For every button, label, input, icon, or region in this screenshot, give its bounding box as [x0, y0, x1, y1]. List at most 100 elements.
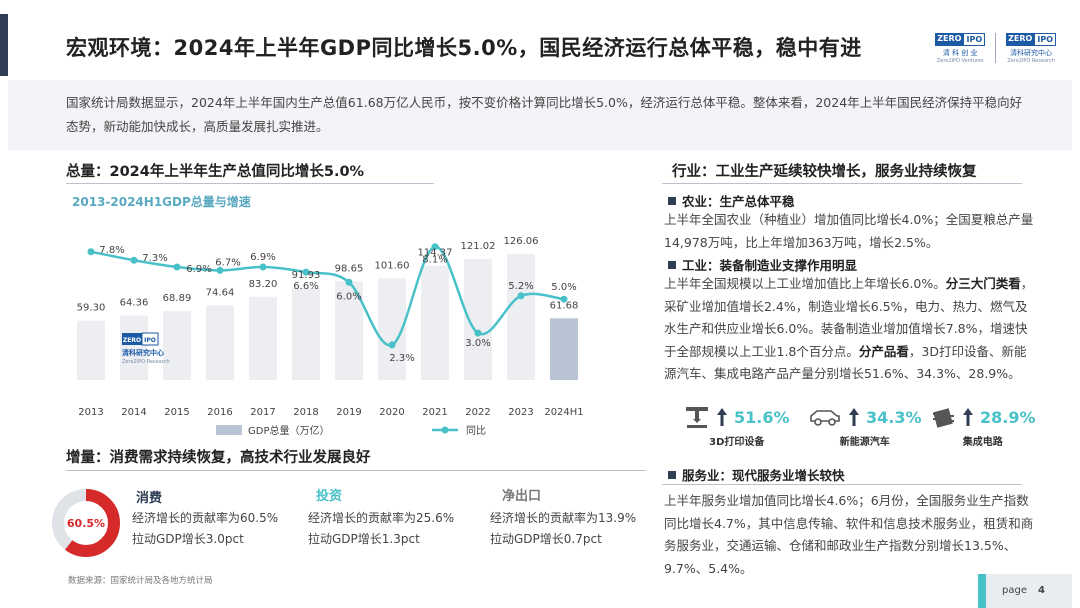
gdp-bar-label: 64.36 — [120, 298, 149, 309]
increment-heading-rule — [66, 470, 646, 471]
logo-mark-b: IPO — [963, 33, 986, 46]
card-line: 经济增长的贡献率为60.5% — [132, 511, 279, 525]
product-growth: 51.6% — [734, 407, 790, 427]
x-tick-label: 2014 — [121, 407, 146, 418]
gdp-bar-label: 91.93 — [292, 270, 321, 281]
chart-watermark-logo: ZERO IPO 清科研究中心 Zero2IPO Research — [122, 332, 170, 365]
legend-bar-swatch — [216, 425, 242, 435]
card-investment-text: 经济增长的贡献率为25.6% 拉动GDP增长1.3pct — [308, 508, 454, 550]
page-label: page — [1002, 585, 1027, 596]
increment-heading: 增量：消费需求持续恢复，高技术行业发展良好 — [66, 450, 371, 466]
gdp-bar-label: 68.89 — [163, 293, 192, 304]
growth-label: 7.8% — [99, 245, 124, 256]
gdp-bar-label: 59.30 — [77, 303, 106, 314]
logo-name: 清科研究中心 — [1010, 49, 1053, 57]
gdp-bar — [77, 320, 105, 380]
growth-point — [474, 329, 482, 337]
industry-text-3: ，3D打印设备、新能源汽车、集成电路产品产量分别增长51.6%、34.3%、28… — [664, 343, 1027, 382]
product-ic: 28.9% 集成电路 — [930, 405, 1036, 448]
x-tick-label: 2017 — [250, 407, 275, 418]
car-icon — [810, 410, 840, 426]
card-line: 经济增长的贡献率为13.9% — [490, 511, 637, 525]
arrow-up-icon — [849, 408, 859, 426]
gdp-bar-label: 114.37 — [418, 248, 453, 259]
watermark-sub: Zero2IPO Research — [122, 359, 170, 365]
x-tick-label: 2018 — [293, 407, 318, 418]
growth-point — [259, 263, 267, 271]
logo-ventures: ZERO IPO 清 科 创 业 Zero2IPO Ventures — [935, 33, 986, 64]
growth-point — [431, 243, 439, 251]
industry-heading: 行业：工业生产延续较快增长，服务业持续恢复 — [672, 164, 977, 180]
growth-point — [517, 292, 525, 300]
brand-logos: ZERO IPO 清 科 创 业 Zero2IPO Ventures ZERO … — [935, 33, 1056, 64]
summary-text: 国家统计局数据显示，2024年上半年国内生产总值61.68万亿人民币，按不变价格… — [66, 95, 1023, 134]
card-netexport-text: 经济增长的贡献率为13.9% 拉动GDP增长0.7pct — [490, 508, 636, 550]
chart-title: 2013-2024H1GDP总量与增速 — [72, 195, 251, 209]
chip-icon — [933, 408, 954, 428]
industry-text-2: ，采矿业增加值增长2.4%，制造业增长6.5%，电力、热力、燃气及水生产和供应业… — [664, 276, 1034, 359]
gdp-bar-label: 121.02 — [461, 241, 496, 252]
page-indicator — [978, 574, 1072, 608]
watermark-mark-a: ZERO — [123, 337, 141, 344]
gdp-bar — [120, 315, 148, 380]
growth-point — [302, 268, 310, 276]
product-growth: 28.9% — [980, 407, 1036, 427]
agri-text: 上半年全国农业（种植业）增加值同比增长4.0%；全国夏粮总产量14,978万吨，… — [664, 212, 1034, 250]
product-nev: 34.3% 新能源汽车 — [808, 405, 922, 448]
logo-sub: Zero2IPO Ventures — [936, 58, 984, 64]
legend-bar-label: GDP总量（万亿） — [248, 424, 329, 437]
gdp-bar-label: 61.68 — [550, 300, 579, 311]
page-number: 4 — [1038, 585, 1045, 596]
total-heading-rule — [66, 183, 434, 184]
gdp-bar — [292, 288, 320, 380]
watermark-name: 清科研究中心 — [122, 348, 164, 357]
card-netexport-title: 净出口 — [502, 489, 542, 504]
donut-label: 60.5% — [67, 517, 105, 530]
total-heading: 总量：2024年上半年生产总值同比增长5.0% — [66, 164, 365, 180]
consumption-donut: 60.5% — [52, 489, 120, 557]
industry-bold-1: 分三大门类看 — [945, 276, 1021, 291]
industry-heading-rule — [662, 183, 1022, 184]
product-3d-printer: 51.6% 3D打印设备 — [684, 405, 790, 448]
bullet-square — [668, 471, 676, 479]
card-line: 拉动GDP增长0.7pct — [490, 532, 602, 546]
legend-line-label: 同比 — [466, 425, 486, 437]
industry-title: 工业：装备制造业支撑作用明显 — [668, 255, 857, 274]
x-tick-label: 2019 — [336, 407, 361, 418]
gdp-bar-label: 126.06 — [504, 236, 539, 247]
page-accent — [978, 574, 986, 608]
agri-title-text: 农业：生产总体平稳 — [682, 194, 795, 209]
card-line: 经济增长的贡献率为25.6% — [308, 511, 455, 525]
card-consumption-text: 经济增长的贡献率为60.5% 拉动GDP增长3.0pct — [132, 508, 278, 550]
logo-name: 清 科 创 业 — [942, 49, 978, 57]
logo-mark: ZERO IPO — [935, 33, 986, 46]
growth-label: 2.3% — [389, 353, 414, 364]
legend-line-marker — [441, 426, 449, 434]
x-tick-label: 2015 — [164, 407, 189, 418]
3d-printer-icon — [686, 407, 708, 428]
x-tick-label: 2013 — [78, 407, 103, 418]
gdp-bar-label: 98.65 — [335, 263, 364, 274]
growth-point — [560, 295, 568, 303]
industry-bold-2: 分产品看 — [858, 343, 909, 359]
growth-point — [87, 248, 95, 256]
card-investment-title: 投资 — [316, 489, 343, 504]
industry-text-1: 上半年全国规模以上工业增加值比上年增长6.0%。 — [664, 276, 946, 291]
service-title-text: 服务业：现代服务业增长较快 — [682, 468, 845, 483]
growth-point — [388, 341, 396, 349]
growth-label: 5.0% — [551, 282, 576, 293]
gdp-bar — [206, 305, 234, 380]
bullet-square — [668, 261, 676, 269]
gdp-bar — [421, 265, 449, 380]
summary-box — [8, 80, 1072, 150]
logo-research: ZERO IPO 清科研究中心 Zero2IPO Research — [1006, 33, 1056, 64]
growth-label: 8.1% — [422, 255, 447, 266]
data-source: 数据来源：国家统计局及各地方统计局 — [68, 576, 213, 586]
growth-label: 6.0% — [336, 291, 361, 302]
gdp-bar — [550, 318, 578, 380]
industry-text: 上半年全国规模以上工业增加值比上年增长6.0%。分三大门类看，采矿业增加值增长2… — [664, 273, 1034, 386]
page-title: 宏观环境：2024年上半年GDP同比增长5.0%，国民经济运行总体平稳，稳中有进 — [66, 36, 862, 60]
growth-label: 5.2% — [508, 281, 533, 292]
industry-title-text: 工业：装备制造业支撑作用明显 — [682, 258, 858, 273]
gdp-bar — [163, 311, 191, 380]
